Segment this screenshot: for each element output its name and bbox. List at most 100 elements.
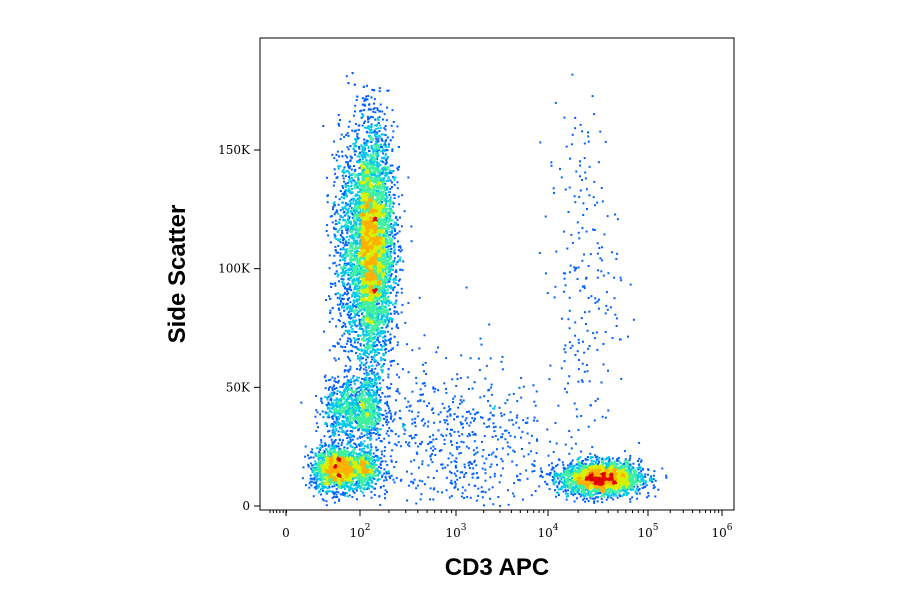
scatter-point <box>363 440 366 443</box>
scatter-point <box>316 483 318 486</box>
scatter-point <box>334 483 337 486</box>
scatter-point <box>336 496 339 498</box>
scatter-point <box>323 435 326 438</box>
scatter-point <box>336 472 339 475</box>
scatter-point <box>337 423 340 426</box>
scatter-point <box>331 471 334 474</box>
scatter-point <box>347 404 350 407</box>
scatter-point <box>375 474 378 477</box>
scatter-point <box>338 416 341 419</box>
scatter-point <box>369 479 372 482</box>
scatter-point <box>362 468 364 471</box>
scatter-point <box>357 191 360 194</box>
scatter-point <box>327 403 330 406</box>
scatter-point <box>363 389 366 392</box>
scatter-point <box>361 487 364 490</box>
scatter-point <box>314 475 317 478</box>
scatter-point <box>351 394 354 397</box>
scatter-point <box>366 429 369 432</box>
scatter-point <box>371 401 374 404</box>
scatter-point <box>383 455 386 458</box>
scatter-point <box>386 491 388 494</box>
scatter-point <box>379 417 381 420</box>
scatter-point <box>340 465 343 468</box>
scatter-point <box>383 468 386 471</box>
scatter-point <box>351 482 353 484</box>
scatter-point <box>371 380 373 383</box>
scatter-point <box>349 479 352 482</box>
scatter-point <box>355 456 358 458</box>
scatter-point <box>347 471 350 474</box>
scatter-point <box>342 493 345 496</box>
scatter-point <box>337 416 340 419</box>
scatter-point <box>378 495 381 498</box>
scatter-point <box>364 402 367 405</box>
scatter-point <box>349 383 352 386</box>
scatter-point <box>315 481 318 483</box>
scatter-point <box>339 493 342 496</box>
scatter-point <box>344 413 347 416</box>
scatter-point <box>386 402 389 405</box>
scatter-point <box>345 481 347 484</box>
scatter-point <box>310 467 313 470</box>
scatter-point <box>337 478 340 481</box>
scatter-point <box>385 479 388 482</box>
scatter-point <box>344 422 347 425</box>
scatter-point <box>315 430 318 432</box>
scatter-point <box>320 439 323 442</box>
scatter-point <box>333 454 336 457</box>
scatter-point <box>349 440 352 443</box>
scatter-point <box>369 439 372 441</box>
scatter-point <box>359 473 362 476</box>
scatter-point <box>330 479 333 482</box>
scatter-point <box>335 381 337 383</box>
scatter-point <box>332 491 335 494</box>
scatter-point <box>357 453 360 455</box>
scatter-point <box>346 401 349 404</box>
scatter-point <box>382 152 384 155</box>
scatter-point <box>367 386 369 389</box>
scatter-point <box>341 452 344 454</box>
scatter-point <box>346 390 349 393</box>
scatter-point <box>337 485 339 488</box>
scatter-point <box>364 416 367 419</box>
scatter-point <box>348 454 351 457</box>
scatter-point <box>351 430 354 433</box>
scatter-point <box>373 426 376 428</box>
scatter-point <box>362 408 365 411</box>
scatter-point <box>340 403 343 406</box>
scatter-point <box>360 399 362 401</box>
scatter-point <box>356 474 359 477</box>
scatter-point <box>335 416 338 419</box>
scatter-point <box>357 398 360 401</box>
scatter-point <box>324 423 327 425</box>
scatter-point <box>344 425 347 428</box>
scatter-point <box>320 480 323 483</box>
scatter-point <box>334 444 337 447</box>
scatter-point <box>340 486 343 489</box>
scatter-point <box>333 420 336 423</box>
scatter-point <box>332 428 335 431</box>
scatter-point <box>355 418 358 421</box>
scatter-point <box>337 445 340 448</box>
scatter-point <box>353 407 356 410</box>
scatter-point <box>331 422 334 425</box>
scatter-point <box>373 461 376 464</box>
scatter-point <box>353 470 355 473</box>
scatter-point <box>325 469 328 472</box>
scatter-point <box>308 482 311 485</box>
scatter-point <box>360 396 363 399</box>
scatter-point <box>369 418 371 421</box>
scatter-point <box>334 425 337 428</box>
scatter-point <box>332 496 335 498</box>
scatter-point <box>349 422 351 424</box>
scatter-point <box>375 407 378 410</box>
scatter-point <box>362 458 365 461</box>
scatter-point <box>350 413 353 416</box>
scatter-point <box>365 430 367 433</box>
scatter-point <box>313 478 316 481</box>
scatter-point <box>357 404 360 407</box>
scatter-point <box>363 379 366 381</box>
scatter-point <box>332 463 335 466</box>
scatter-point <box>332 479 335 482</box>
